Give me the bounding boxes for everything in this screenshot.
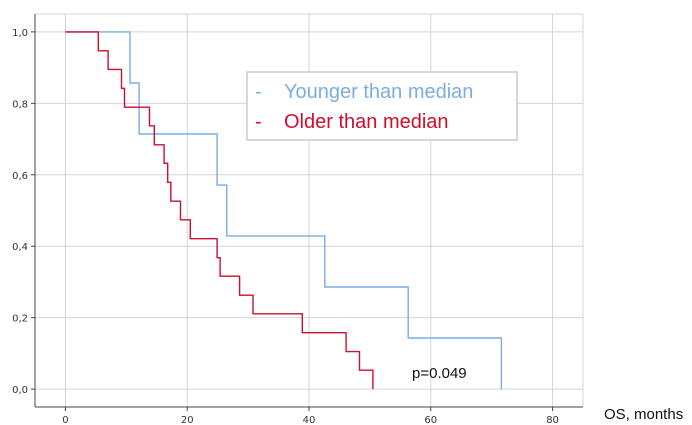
- legend-label: Older than median: [284, 111, 449, 133]
- y-tick-label: 1,0: [12, 28, 28, 39]
- p-value-annotation: p=0.049: [412, 365, 467, 382]
- y-tick-label: 0,6: [12, 171, 28, 182]
- legend-marker: -: [255, 81, 262, 103]
- legend: - Younger than median- Older than median: [246, 71, 518, 141]
- x-tick-label: 60: [424, 415, 437, 425]
- legend-box: [246, 71, 518, 141]
- tick-labels: 0 20 40 60 80 1,0 0,8 0,6 0,4 0,2 0,0: [12, 28, 559, 425]
- y-tick-label: 0,2: [12, 314, 28, 325]
- legend-label: Younger than median: [284, 81, 473, 103]
- x-tick-label: 40: [303, 415, 316, 425]
- series-line-2: [65, 31, 374, 390]
- series-line-1: [65, 31, 503, 390]
- x-tick-label: 80: [546, 415, 559, 425]
- x-tick-label: 0: [62, 415, 68, 425]
- x-axis-label: OS, months: [604, 406, 683, 423]
- y-tick-label: 0,0: [12, 385, 28, 396]
- y-tick-label: 0,8: [12, 99, 28, 110]
- axes: [31, 13, 584, 411]
- x-tick-label: 20: [181, 415, 194, 425]
- series-lines: [65, 31, 503, 390]
- y-tick-label: 0,4: [12, 242, 28, 253]
- legend-marker: -: [255, 111, 262, 133]
